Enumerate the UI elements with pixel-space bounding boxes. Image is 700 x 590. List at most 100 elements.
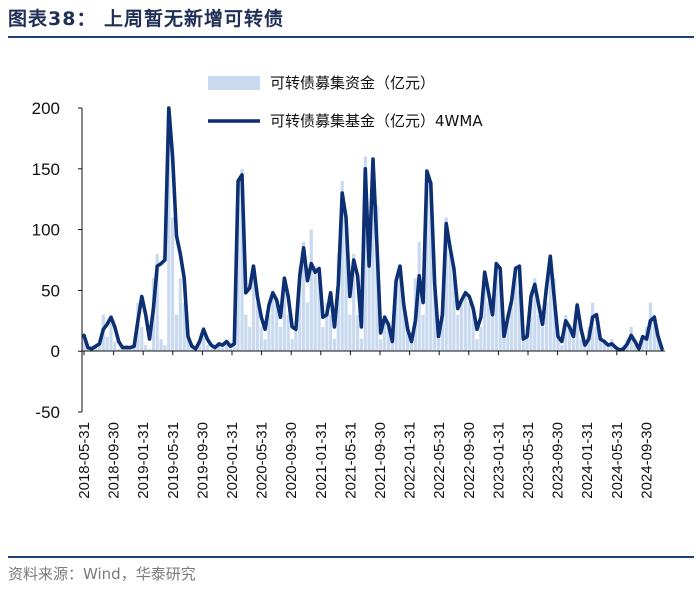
y-tick-label: 200 [32, 99, 60, 118]
bar [390, 339, 394, 352]
bar [120, 347, 125, 352]
bar [271, 290, 275, 352]
bar [217, 345, 221, 352]
chart: 200 150 100 50 0 -50 2018-05-31 2018-09-30 2019… [32, 74, 665, 499]
x-tick-label: 2020-01-31 [224, 422, 241, 499]
bar [598, 339, 602, 352]
legend-line-label: 可转债募集基金（亿元）4WMA [270, 112, 483, 130]
legend-bar-swatch [208, 76, 260, 90]
bar [186, 339, 190, 352]
bar [205, 345, 209, 352]
x-tick-label: 2019-09-30 [194, 422, 211, 499]
bar [421, 314, 425, 352]
bar [363, 156, 367, 352]
bar [190, 348, 194, 352]
bar [440, 314, 444, 352]
bar [171, 217, 175, 352]
bar [290, 339, 294, 352]
bar [383, 314, 387, 352]
bar [483, 278, 487, 352]
bar [94, 347, 98, 352]
bar [471, 314, 475, 352]
y-tick-label: 100 [32, 221, 60, 240]
bar [571, 339, 575, 352]
bar [510, 302, 514, 352]
bar [209, 348, 213, 352]
bar [132, 346, 136, 352]
bar [221, 347, 225, 352]
bar [325, 302, 329, 352]
bar [409, 339, 414, 352]
bar [452, 278, 456, 352]
bar [198, 341, 202, 352]
bar [240, 168, 244, 352]
bar [575, 302, 579, 352]
x-tick-label: 2021-05-31 [342, 422, 359, 499]
bar [402, 302, 406, 352]
x-tick-label: 2018-05-31 [76, 422, 93, 499]
bar [436, 339, 441, 352]
bar [379, 339, 383, 352]
source-note: 资料来源：Wind，华泰研究 [8, 565, 196, 583]
bar [321, 326, 325, 352]
x-tick-label: 2019-01-31 [135, 422, 152, 499]
bar [359, 339, 363, 352]
bar-series [82, 108, 664, 352]
bar [652, 314, 656, 352]
bar [128, 348, 132, 352]
bar [529, 290, 533, 352]
bar [429, 181, 433, 352]
bar [487, 302, 491, 352]
bar [444, 217, 448, 352]
bar [548, 253, 552, 352]
bar [113, 341, 117, 352]
bar [313, 266, 317, 352]
bar [294, 326, 298, 352]
bar [463, 290, 468, 352]
bar [344, 229, 348, 352]
bar [255, 302, 259, 352]
bar [105, 336, 109, 352]
bar [614, 348, 618, 352]
bar [144, 345, 148, 352]
x-tick-label: 2018-09-30 [106, 422, 123, 499]
bar [251, 266, 256, 352]
bar [248, 326, 252, 352]
bar [302, 241, 306, 352]
bar [228, 348, 232, 352]
bar [425, 168, 429, 352]
bar [479, 326, 483, 352]
bar [567, 326, 572, 352]
y-ticks: 200 150 100 50 0 -50 [32, 99, 82, 422]
bar [556, 339, 560, 352]
x-tick-label: 2021-09-30 [372, 422, 389, 499]
bar [579, 339, 583, 352]
bar [117, 348, 121, 352]
bar [147, 348, 152, 352]
bar [641, 339, 645, 352]
bar [278, 326, 283, 352]
bar [178, 278, 182, 352]
x-tick-label: 2022-05-31 [431, 422, 448, 499]
bar [244, 314, 248, 352]
bar [352, 253, 356, 352]
title-rule [8, 36, 694, 38]
bar [606, 345, 610, 352]
bar [540, 326, 545, 352]
x-tick-label: 2022-09-30 [461, 422, 478, 499]
bar [155, 253, 159, 352]
bar [537, 314, 541, 352]
bar [159, 339, 163, 352]
bar [564, 314, 568, 352]
bar [490, 314, 495, 352]
bar [506, 314, 510, 352]
source-rule [8, 556, 694, 558]
bar [213, 347, 217, 352]
bar [525, 326, 529, 352]
bar [406, 326, 410, 352]
bar [305, 302, 310, 352]
bar [544, 302, 548, 352]
bar [367, 253, 371, 352]
bar [340, 181, 344, 352]
y-tick-label: 150 [32, 160, 60, 179]
